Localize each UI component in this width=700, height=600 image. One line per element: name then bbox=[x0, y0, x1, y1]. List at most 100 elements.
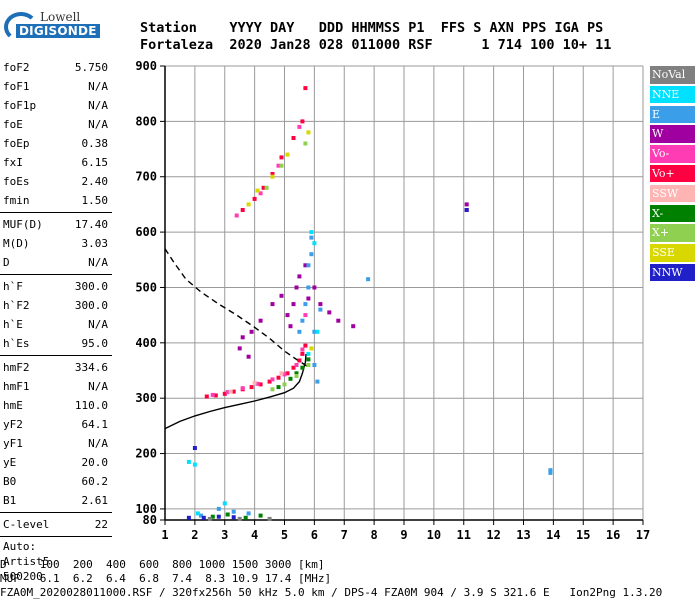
echo-point bbox=[300, 351, 305, 356]
ionogram-plot: 1 2 3 4 5 6 7 8 9 10 11 12 13 14 15 16 17100200300400500… bbox=[135, 59, 650, 542]
param-row: fxI 6.15 bbox=[0, 153, 112, 172]
echo-point bbox=[255, 381, 260, 386]
param-row: yE 20.0 bbox=[0, 453, 112, 472]
echo-point bbox=[297, 124, 302, 129]
echo-point bbox=[270, 302, 275, 307]
param-separator bbox=[0, 512, 112, 513]
y-tick-label: 400 bbox=[135, 336, 157, 350]
echo-point bbox=[548, 468, 553, 473]
param-row: M(D) 3.03 bbox=[0, 234, 112, 253]
echo-point bbox=[192, 462, 197, 467]
echo-point bbox=[306, 130, 311, 135]
echo-point bbox=[243, 515, 248, 520]
echo-point bbox=[270, 387, 275, 392]
echo-point bbox=[258, 382, 263, 387]
echo-point bbox=[279, 155, 284, 160]
echo-point bbox=[267, 379, 272, 384]
param-name: foEs bbox=[3, 175, 30, 188]
echo-point bbox=[309, 346, 314, 351]
param-value: 110.0 bbox=[74, 399, 108, 412]
parameter-panel: foF2 5.750 foF1 N/A foF1p N/A foE N/A foEp 0.38 fx… bbox=[0, 58, 112, 584]
param-name: foE bbox=[3, 118, 23, 131]
param-name: hmE bbox=[3, 399, 23, 412]
param-row: hmF1 N/A bbox=[0, 377, 112, 396]
param-value: N/A bbox=[88, 118, 108, 131]
echo-point bbox=[282, 382, 287, 387]
x-tick-label: 15 bbox=[576, 528, 590, 542]
param-row: yF2 64.1 bbox=[0, 415, 112, 434]
echo-point bbox=[252, 196, 257, 201]
echo-point bbox=[207, 516, 212, 521]
echo-point bbox=[222, 501, 227, 506]
echo-point bbox=[234, 213, 239, 218]
echo-point bbox=[285, 313, 290, 318]
echo-point bbox=[279, 293, 284, 298]
header-line-1: Station YYYY DAY DDD HHMMSS P1 FFS S AXN… bbox=[140, 20, 604, 36]
param-value: 334.6 bbox=[74, 361, 108, 374]
param-value: 2.61 bbox=[81, 494, 109, 507]
legend-item: X- bbox=[650, 204, 695, 223]
param-name: foF2 bbox=[3, 61, 30, 74]
param-name: hmF2 bbox=[3, 361, 30, 374]
param-separator bbox=[0, 274, 112, 275]
param-row: h`F 300.0 bbox=[0, 277, 112, 296]
echo-point bbox=[318, 307, 323, 312]
echo-point bbox=[306, 263, 311, 268]
param-separator bbox=[0, 212, 112, 213]
lowell-digisonde-logo: Lowell DIGISONDE bbox=[4, 8, 100, 48]
echo-point bbox=[303, 86, 308, 91]
echo-point bbox=[270, 174, 275, 179]
param-name: yF1 bbox=[3, 437, 23, 450]
echo-point bbox=[288, 324, 293, 329]
footer: D 100 200 400 600 800 1000 1500 3000 [km… bbox=[0, 558, 662, 600]
y-tick-label: 800 bbox=[135, 114, 157, 128]
echo-point bbox=[198, 513, 203, 518]
echo-point bbox=[306, 285, 311, 290]
legend-item: NoVal bbox=[650, 66, 695, 84]
echo-point bbox=[309, 252, 314, 257]
echo-point bbox=[264, 185, 269, 190]
param-name: foEp bbox=[3, 137, 30, 150]
x-tick-label: 3 bbox=[221, 528, 228, 542]
param-name: B0 bbox=[3, 475, 17, 488]
param-value: 17.40 bbox=[74, 218, 108, 231]
legend-item: SSE bbox=[650, 244, 695, 262]
echo-point bbox=[315, 379, 320, 384]
param-value: 300.0 bbox=[74, 299, 108, 312]
param-row: foEs 2.40 bbox=[0, 172, 112, 191]
echo-point bbox=[237, 516, 242, 521]
param-row: fmin 1.50 bbox=[0, 191, 112, 210]
echo-point bbox=[303, 343, 308, 348]
y-tick-label: 500 bbox=[135, 280, 157, 294]
echo-point bbox=[276, 385, 281, 390]
x-tick-label: 16 bbox=[606, 528, 620, 542]
echo-point bbox=[315, 329, 320, 334]
param-name: h`Es bbox=[3, 337, 30, 350]
x-tick-label: 9 bbox=[400, 528, 407, 542]
echo-point bbox=[294, 371, 299, 376]
echo-point bbox=[366, 277, 371, 282]
x-tick-label: 17 bbox=[636, 528, 650, 542]
echo-point bbox=[204, 394, 209, 399]
echo-point bbox=[279, 371, 284, 376]
param-value: 6.15 bbox=[81, 156, 109, 169]
param-value: 1.50 bbox=[81, 194, 109, 207]
param-name: foF1 bbox=[3, 80, 30, 93]
autoscaling-info: Auto: bbox=[3, 540, 37, 553]
echo-point bbox=[225, 512, 230, 517]
echo-point bbox=[327, 310, 332, 315]
param-name: C-level bbox=[3, 518, 50, 531]
param-row: foE N/A bbox=[0, 115, 112, 134]
echo-point bbox=[294, 285, 299, 290]
param-row: hmE 110.0 bbox=[0, 396, 112, 415]
echo-point bbox=[270, 172, 275, 176]
topside-profile-line bbox=[164, 248, 308, 367]
logo-swoosh-icon bbox=[4, 12, 38, 42]
param-name: h`F2 bbox=[3, 299, 30, 312]
param-row: foF2 5.750 bbox=[0, 58, 112, 77]
station-header: Station YYYY DAY DDD HHMMSS P1 FFS S AXN… bbox=[140, 20, 611, 54]
param-value: N/A bbox=[88, 80, 108, 93]
echo-point bbox=[240, 208, 245, 212]
echo-point bbox=[192, 446, 197, 450]
echo-point bbox=[258, 513, 263, 518]
